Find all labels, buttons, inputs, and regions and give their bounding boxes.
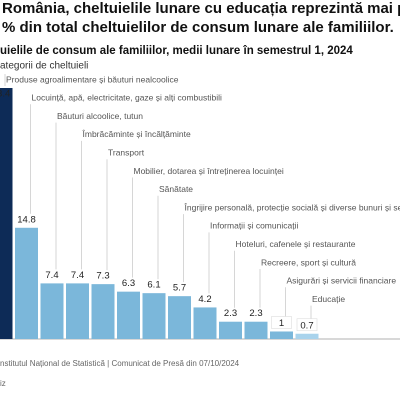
- value-label: 1: [279, 318, 284, 329]
- bar: [244, 321, 268, 339]
- value-label: 14.8: [17, 214, 36, 225]
- bar: [142, 293, 166, 339]
- bar: [270, 331, 293, 339]
- bar: [193, 307, 217, 339]
- category-label: Mobilier, dotarea și întreținerea locuin…: [134, 166, 284, 176]
- bar: [295, 333, 319, 339]
- bar: [117, 291, 140, 339]
- category-label: Îmbrăcăminte și încălțăminte: [82, 129, 191, 139]
- legend-title: ategorii de cheltuieli: [0, 61, 88, 72]
- category-label: Informații și comunicații: [210, 221, 298, 231]
- value-label: 33.4: [0, 89, 10, 100]
- bar: [15, 227, 38, 339]
- value-label: 7.4: [45, 270, 58, 281]
- bar: [219, 321, 242, 339]
- value-label: 6.1: [147, 280, 160, 291]
- value-label: 4.2: [198, 294, 211, 305]
- bar: [168, 296, 191, 339]
- category-label: Asigurări și servicii financiare: [287, 276, 397, 286]
- category-label: Transport: [108, 147, 145, 157]
- category-label: Educație: [312, 294, 345, 304]
- category-label: Sănătate: [159, 184, 193, 194]
- bar: [40, 283, 64, 339]
- value-label: 6.3: [122, 278, 135, 289]
- footer: iz: [0, 379, 6, 388]
- value-label: 5.7: [173, 283, 186, 294]
- title-line: România, cheltuielile lunare cu educația…: [2, 0, 400, 17]
- source: nstitutul Național de Statistică | Comun…: [0, 359, 240, 368]
- value-label: 7.3: [96, 271, 109, 282]
- category-label: Recreere, sport și cultură: [261, 257, 356, 267]
- bar: [91, 284, 115, 339]
- value-box: [271, 316, 292, 329]
- bar: [0, 88, 13, 339]
- value-box: [296, 318, 318, 332]
- title-line: % din total cheltuielilor de consum luna…: [2, 19, 394, 36]
- value-label: 2.3: [224, 308, 237, 319]
- value-label: 2.3: [249, 308, 262, 319]
- value-label: 7.4: [71, 270, 84, 281]
- value-label: 0.7: [300, 320, 313, 331]
- category-label: Locuință, apă, electricitate, gaze și al…: [32, 93, 223, 103]
- category-label: Produse agroalimentare și băuturi nealco…: [6, 74, 179, 84]
- bar: [66, 283, 89, 339]
- category-label: Hoteluri, cafenele și restaurante: [236, 239, 356, 249]
- category-label: Îngrijire personală, protecție socială ș…: [184, 202, 400, 212]
- subtitle: uielile de consum ale familiilor, medii …: [0, 45, 353, 57]
- category-label: Băuturi alcoolice, tutun: [57, 111, 143, 121]
